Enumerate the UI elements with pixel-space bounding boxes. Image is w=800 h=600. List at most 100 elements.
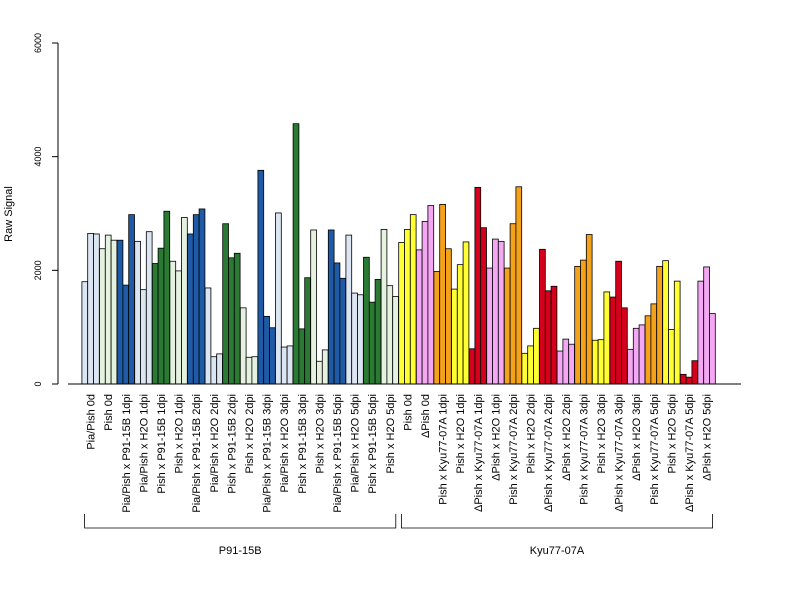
bar (93, 233, 100, 385)
bar (404, 229, 411, 385)
bar (550, 285, 558, 385)
bar (685, 376, 693, 385)
bar (533, 327, 540, 385)
bar (509, 223, 517, 385)
bar (298, 328, 306, 385)
bar (521, 352, 529, 385)
x-tick-label: ΔPish x H2O 2dpi (561, 394, 573, 481)
bar (81, 281, 89, 385)
bar (544, 290, 552, 385)
bar (304, 277, 311, 385)
bar (286, 345, 294, 385)
bar (134, 240, 141, 385)
x-axis: Pia/Pish 0d Pish 0d Pia/Pish x P91-15B 1dp… (68, 383, 741, 513)
bar (99, 248, 106, 385)
bar (439, 204, 446, 385)
bar (151, 263, 159, 385)
bar (415, 249, 423, 385)
bar (709, 313, 716, 385)
x-tick-label: Pish x H2O 1dpi (174, 394, 186, 473)
bar (644, 315, 652, 385)
bar (703, 266, 710, 385)
x-tick-label: Pish x H2O 3dpi (314, 394, 326, 473)
bar (597, 339, 605, 385)
bar (192, 214, 200, 385)
x-tick-label: Pish x P91-15B 2dpi (226, 394, 238, 494)
bar (210, 356, 218, 385)
bar (292, 123, 300, 385)
bar (662, 260, 669, 385)
bar (104, 234, 112, 385)
group-bracket (84, 514, 397, 529)
bar (562, 338, 570, 385)
bar (433, 271, 441, 385)
x-tick-label: Pia/Pish x H2O 3dpi (279, 394, 291, 492)
x-tick-label: Pia/Pish x P91-15B 3dpi (262, 394, 274, 513)
bar (668, 329, 675, 385)
bar (568, 343, 575, 385)
x-tick-label: Pia/Pish x P91-15B 5dpi (332, 394, 344, 513)
bar (591, 339, 599, 385)
bar (392, 296, 399, 385)
x-tick-label: ΔPish x Kyu77-07A 5dpi (684, 394, 696, 512)
bar (574, 265, 581, 385)
bar (409, 214, 417, 385)
y-tick-label: 4000 (33, 147, 43, 167)
x-tick-label: Pish x Kyu77-07A 2dpi (508, 394, 520, 505)
bar (632, 327, 640, 385)
bar (122, 284, 130, 385)
x-tick-label: ΔPish 0d (420, 394, 432, 438)
y-tick-label: 6000 (33, 33, 43, 53)
bar (280, 346, 288, 385)
bar (679, 373, 687, 385)
x-tick-label: Pish x H2O 3dpi (596, 394, 608, 473)
group-label: P91-15B (219, 545, 262, 557)
bar (333, 262, 341, 385)
bar (310, 229, 317, 385)
bar (339, 277, 347, 385)
bars (81, 123, 716, 385)
bar (603, 291, 611, 385)
bar (421, 221, 429, 385)
bar (263, 315, 270, 385)
bar (233, 252, 241, 385)
x-tick-label: ΔPish x H2O 5dpi (702, 394, 714, 481)
x-tick-label: Pish x H2O 5dpi (666, 394, 678, 473)
bar (351, 292, 358, 385)
y-axis-label: Raw Signal (3, 186, 15, 242)
bar (480, 227, 487, 385)
group-brackets: P91-15B Kyu77-07A (84, 514, 713, 557)
bar (198, 208, 206, 385)
x-tick-label: ΔPish x H2O 3dpi (631, 394, 643, 481)
bar (216, 353, 223, 385)
bar (656, 265, 663, 385)
bar (275, 212, 282, 385)
bar (239, 307, 247, 385)
bar (321, 349, 329, 385)
x-tick-label: Pish x P91-15B 5dpi (367, 394, 379, 494)
bar (169, 260, 177, 385)
group-bracket (401, 514, 713, 529)
bar (181, 217, 188, 385)
bar (257, 169, 265, 385)
x-tick-label: Pish x H2O 5dpi (385, 394, 397, 473)
x-tick-label: Pish x P91-15B 3dpi (297, 394, 309, 494)
x-tick-label: ΔPish x Kyu77-07A 3dpi (614, 394, 626, 512)
bar (110, 239, 118, 385)
bar (187, 233, 194, 385)
bar (492, 238, 499, 385)
bar (228, 257, 235, 385)
bar (615, 260, 622, 385)
bar (222, 223, 229, 385)
x-tick-label: Pia/Pish x P91-15B 1dpi (121, 394, 133, 513)
bar (468, 348, 476, 385)
bar (638, 324, 646, 385)
bar (140, 289, 147, 385)
bar (163, 210, 171, 385)
x-tick-label: ΔPish x Kyu77-07A 1dpi (473, 394, 485, 512)
bar (456, 264, 464, 385)
bar (486, 267, 493, 385)
bar (357, 294, 364, 385)
bar (386, 285, 394, 385)
x-tick-label: Pia/Pish x P91-15B 2dpi (191, 394, 203, 513)
